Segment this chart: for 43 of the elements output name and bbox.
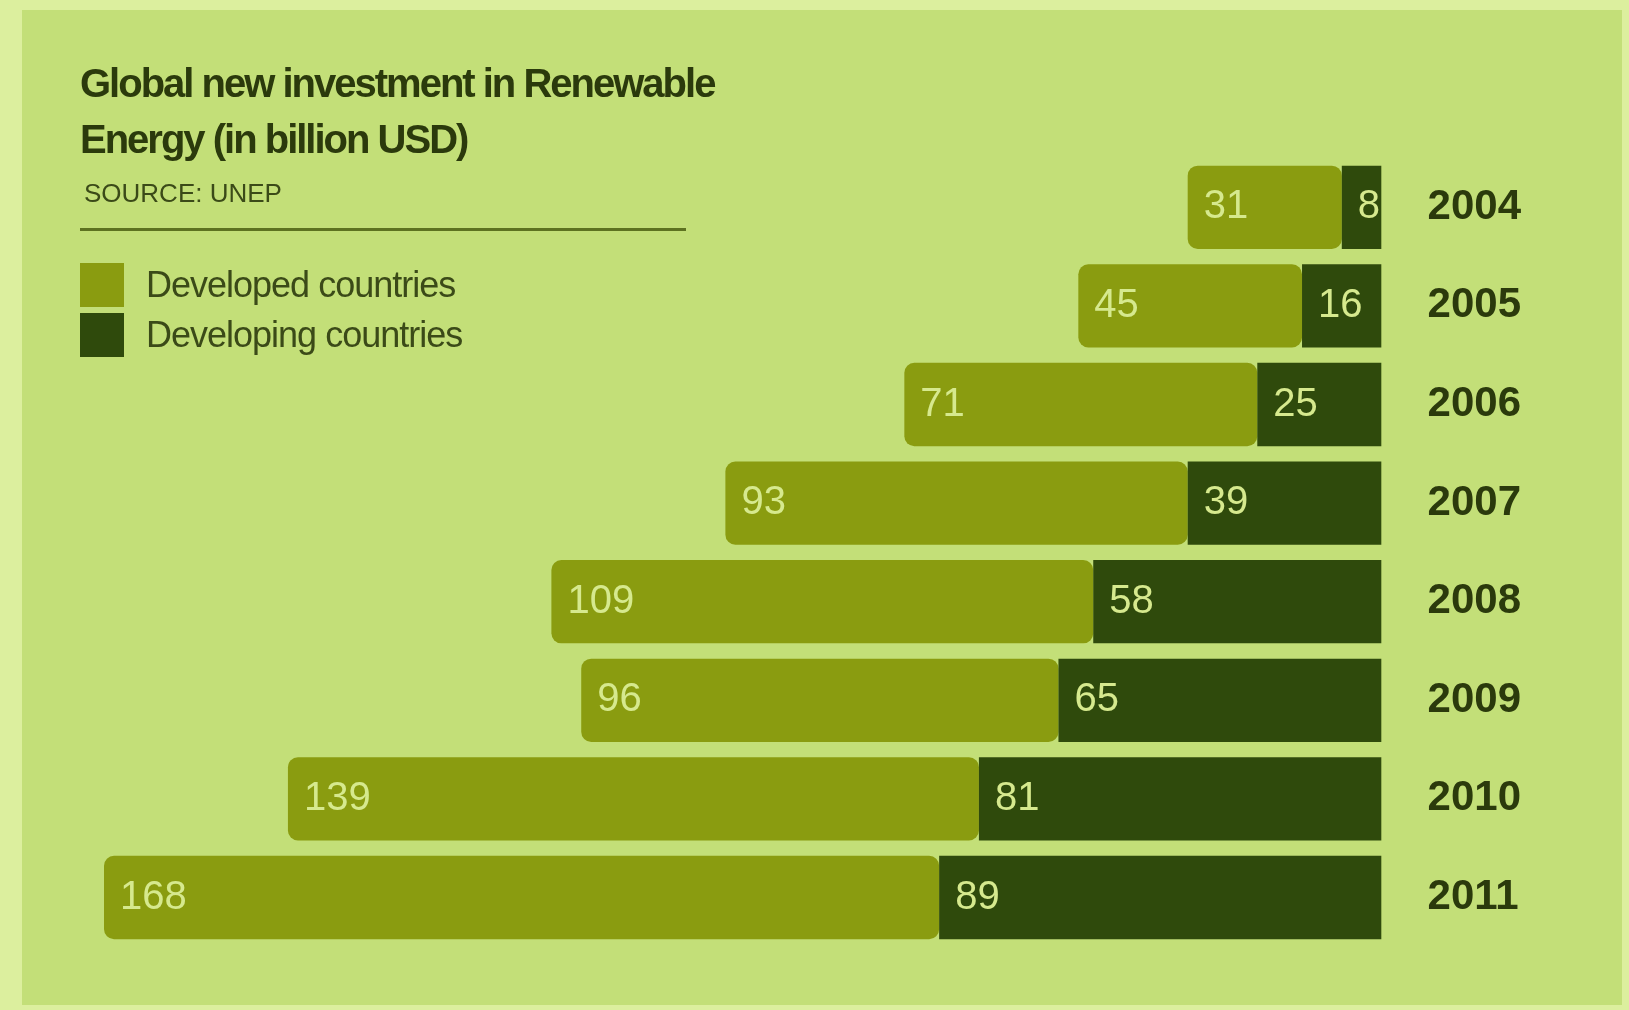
bar [287, 757, 979, 841]
data-label: 93 [741, 478, 786, 523]
bar [551, 560, 1094, 644]
bar [978, 757, 1382, 841]
y-tick-label: 2004 [1427, 180, 1522, 228]
bar [1093, 560, 1382, 644]
data-label: 96 [597, 675, 642, 720]
bar [1257, 362, 1382, 447]
data-label: 8 [1357, 182, 1381, 227]
data-label: 45 [1094, 280, 1139, 325]
legend-label: Developing countries [146, 314, 463, 356]
bar [1187, 461, 1382, 545]
y-tick-label: 2007 [1427, 476, 1521, 524]
legend-label: Developed countries [146, 264, 456, 306]
y-tick-label: 2011 [1427, 871, 1519, 919]
bar [1187, 165, 1342, 249]
y-tick-label: 2006 [1427, 378, 1521, 426]
bar [1058, 658, 1382, 742]
data-label: 168 [120, 872, 187, 917]
data-label: 58 [1109, 576, 1154, 621]
data-label: 39 [1203, 478, 1249, 523]
y-tick-label: 2008 [1427, 575, 1521, 623]
bar [1302, 264, 1382, 348]
data-label: 139 [303, 773, 371, 818]
chart-title: Global new investment in Renewable Energy (in billion USD) [80, 60, 716, 163]
data-label: 25 [1273, 379, 1318, 424]
data-label: 31 [1203, 182, 1249, 227]
data-label: 81 [994, 773, 1040, 818]
y-tick-label: 2005 [1427, 279, 1521, 327]
annotation: SOURCE: UNEP [84, 178, 282, 209]
y-tick-label: 2010 [1427, 772, 1521, 820]
bar [104, 855, 940, 940]
data-label: 89 [955, 872, 1000, 917]
data-label: 65 [1074, 675, 1119, 720]
bar [725, 461, 1188, 545]
data-label: 16 [1318, 280, 1363, 325]
data-label: 109 [567, 576, 635, 621]
data-label: 71 [920, 379, 965, 424]
bar [939, 855, 1382, 940]
bar [1078, 264, 1303, 348]
y-tick-label: 2009 [1427, 673, 1521, 721]
bar [904, 362, 1258, 447]
bar [581, 658, 1059, 742]
